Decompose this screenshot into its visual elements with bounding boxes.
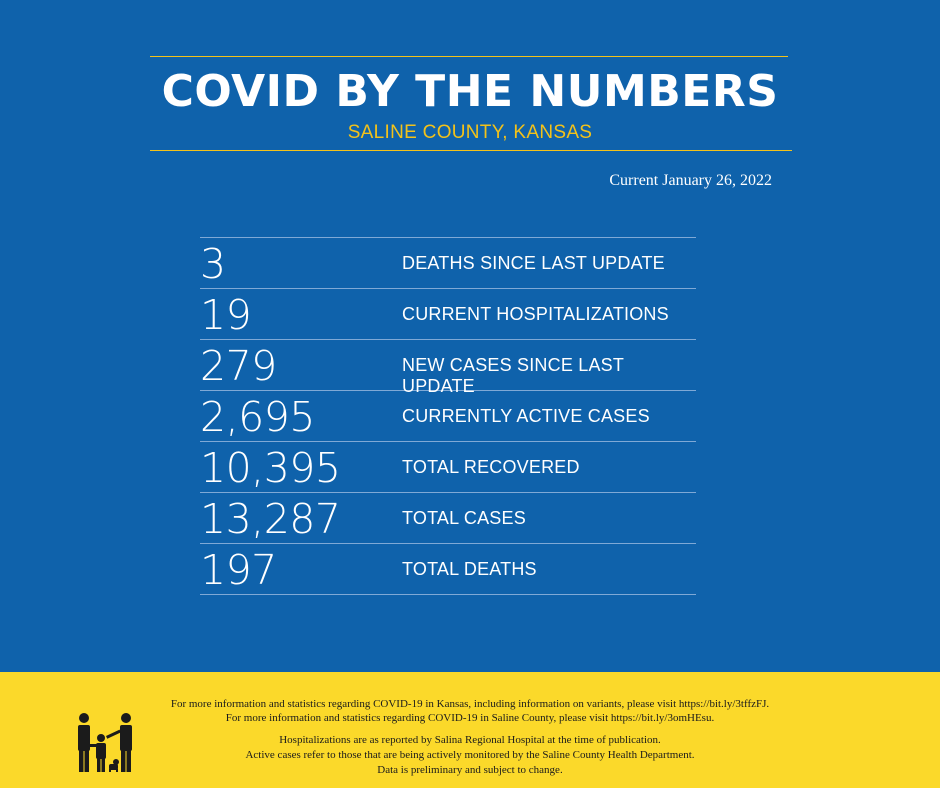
page-subtitle: SALINE COUNTY, KANSAS: [347, 122, 593, 143]
family-logo-icon: [78, 713, 132, 772]
stat-value: 10,395: [200, 444, 341, 492]
stat-value: 2,695: [200, 393, 315, 441]
stat-value: 3: [200, 240, 226, 288]
stat-row-new-cases: 279 NEW CASES SINCE LAST UPDATE: [200, 340, 696, 396]
stat-label: TOTAL RECOVERED: [402, 457, 580, 477]
stat-row-total-deaths: 197 TOTAL DEATHS: [200, 544, 696, 595]
stat-label: CURRENT HOSPITALIZATIONS: [402, 304, 669, 324]
stat-value: 279: [200, 342, 277, 390]
footer-note-hospitalizations: Hospitalizations are as reported by Sali…: [279, 734, 661, 746]
stat-label: CURRENTLY ACTIVE CASES: [402, 406, 650, 426]
stats-table: 3 DEATHS SINCE LAST UPDATE 19 CURRENT HO…: [200, 237, 696, 595]
footer-note-preliminary: Data is preliminary and subject to chang…: [377, 764, 563, 776]
stat-label: TOTAL CASES: [402, 508, 526, 528]
stat-row-total-cases: 13,287 TOTAL CASES: [200, 493, 696, 544]
stat-row-total-recovered: 10,395 TOTAL RECOVERED: [200, 442, 696, 493]
footer-note-saline: For more information and statistics rega…: [225, 712, 715, 724]
current-date: Current January 26, 2022: [609, 172, 772, 189]
stat-row-deaths-since-update: 3 DEATHS SINCE LAST UPDATE: [200, 237, 696, 289]
title-rule-bottom: [150, 150, 792, 151]
stat-label: NEW CASES SINCE LAST UPDATE: [402, 355, 624, 396]
footer-band: [0, 672, 940, 788]
stat-row-active-cases: 2,695 CURRENTLY ACTIVE CASES: [200, 391, 696, 442]
footer-note-kansas: For more information and statistics rega…: [170, 698, 770, 710]
footer-note-active-cases: Active cases refer to those that are bei…: [245, 749, 695, 761]
stat-value: 197: [200, 546, 277, 594]
stat-value: 13,287: [200, 495, 341, 543]
header-background: [0, 0, 940, 672]
page-title: COVID BY THE NUMBERS: [161, 66, 779, 117]
stat-value: 19: [200, 291, 252, 339]
stat-label: DEATHS SINCE LAST UPDATE: [402, 253, 665, 273]
title-rule-top: [150, 56, 788, 57]
stat-label: TOTAL DEATHS: [402, 559, 537, 579]
stat-row-current-hospitalizations: 19 CURRENT HOSPITALIZATIONS: [200, 289, 696, 340]
